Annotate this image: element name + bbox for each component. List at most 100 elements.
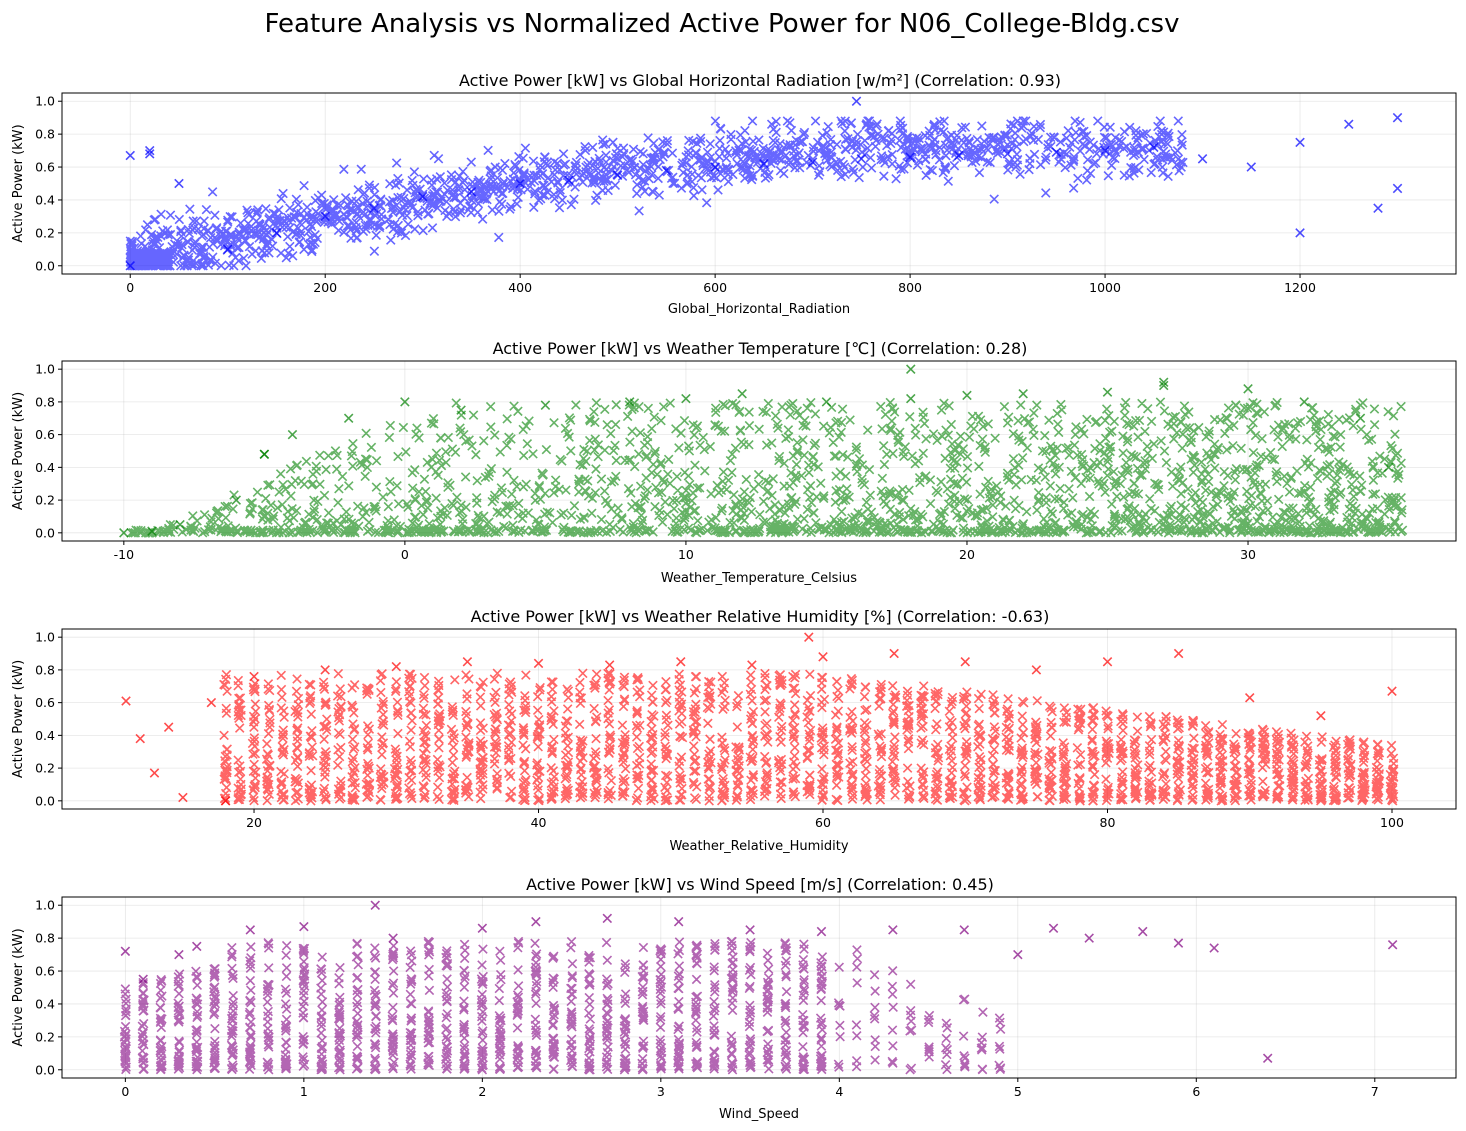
y-tick-label: 0.2 (35, 493, 55, 508)
y-tick-label: 0.4 (35, 728, 55, 743)
x-axis-label: Global_Horizontal_Radiation (668, 302, 850, 317)
scatter-point (1295, 228, 1305, 238)
x-tick-label: 1000 (1089, 280, 1121, 295)
subplot-3: 20 40 60 80 100 0.0 0.2 0.4 0.6 0.8 1.0 Active Powe… (11, 607, 1457, 854)
y-tick-label: 0.0 (35, 525, 55, 540)
x-tick-label: 1200 (1284, 280, 1316, 295)
scatter-point (1102, 387, 1113, 397)
scatter-point (681, 393, 691, 404)
scatter-point (462, 656, 473, 667)
scatter-point (138, 974, 148, 985)
scatter-point (370, 900, 381, 910)
grid (62, 93, 1456, 274)
scatter-point (144, 149, 155, 159)
axes-frame (61, 628, 1457, 810)
y-tick-label: 0.6 (35, 695, 55, 710)
subplot-title: Active Power [kW] vs Weather Temperature… (493, 339, 1028, 358)
y-tick-label: 0.2 (35, 761, 55, 776)
y-axis-label: Active Power (kW) (11, 660, 26, 778)
scatter-point (174, 949, 184, 960)
x-tick-label: 0 (401, 547, 409, 562)
subplots: 0 200 400 600 800 1000 12000.00.20.40.60.81.0A… (11, 71, 1457, 1122)
grid (62, 897, 1456, 1078)
scatter-point (661, 165, 672, 176)
y-tick-label: 0.2 (35, 1029, 55, 1044)
y-axis-label: Active Power (kW) (11, 124, 26, 242)
scatter-point (119, 528, 129, 538)
x-tick-label: 1 (300, 1084, 308, 1099)
y-tick-label: 0.0 (35, 793, 55, 808)
scatter-point (675, 656, 686, 667)
scatter-point (1173, 938, 1184, 948)
scatter-point (120, 946, 131, 957)
x-tick-label: 40 (531, 815, 547, 830)
y-tick-label: 0.6 (35, 160, 55, 175)
scatter-point (121, 696, 131, 706)
scatter-point (604, 660, 615, 670)
scatter-point (271, 228, 282, 238)
scatter-cloud (126, 397, 1408, 538)
scatter-point (144, 145, 155, 156)
scatter-point (320, 665, 330, 675)
scatter-point (1197, 154, 1208, 164)
scatter-point (624, 397, 635, 407)
scatter-point (1013, 949, 1023, 960)
scatter-point (1158, 377, 1169, 388)
scatter-markers (119, 364, 1408, 538)
x-tick-label: 30 (1240, 547, 1256, 562)
scatter-point (1392, 112, 1403, 123)
scatter-point (125, 150, 136, 161)
scatter-point (400, 397, 410, 407)
x-axis-label: Wind_Speed (719, 1107, 799, 1122)
x-tick-label: 200 (313, 280, 337, 295)
scatter-markers (119, 900, 1398, 1075)
scatter-cloud (125, 116, 1188, 271)
scatter-point (391, 661, 402, 672)
scatter-point (747, 660, 757, 670)
scatter-point (222, 244, 233, 255)
y-tick-label: 0.4 (35, 460, 55, 475)
scatter-point (456, 405, 466, 415)
scatter-point (369, 203, 379, 213)
axes-frame (61, 360, 1457, 542)
y-tick-label: 0.6 (35, 427, 55, 442)
scatter-point (245, 925, 256, 935)
scatter-point (612, 170, 623, 181)
x-axis-label: Weather_Temperature_Celsius (661, 571, 857, 586)
y-tick-label: 0.0 (35, 1062, 55, 1077)
x-tick-label: 800 (898, 280, 922, 295)
x-tick-label: 80 (1100, 815, 1116, 830)
scatter-point (564, 175, 574, 185)
scatter-point (533, 658, 544, 669)
y-tick-label: 0.0 (35, 258, 55, 273)
scatter-point (1243, 384, 1253, 394)
scatter-point (477, 923, 488, 934)
scatter-point (231, 495, 242, 505)
scatter-point (1048, 923, 1059, 934)
subplot-1: 0 200 400 600 800 1000 1200 0.0 0.2 0.4 0.6 0.8 1.0 A… (11, 71, 1457, 317)
scatter-point (320, 211, 330, 222)
scatter-point (818, 652, 828, 662)
scatter-point (1387, 686, 1397, 696)
scatter-point (1158, 380, 1169, 391)
scatter-point (259, 449, 270, 460)
scatter-point (959, 925, 970, 935)
subplot-2: -10 0 10 20 30 0.0 0.2 0.4 0.6 0.8 1.0 Active Power… (11, 339, 1457, 586)
scatter-point (417, 191, 428, 202)
y-tick-label: 1.0 (35, 630, 55, 645)
scatter-point (737, 388, 747, 399)
scatter-point (1387, 939, 1398, 950)
scatter-point (602, 913, 613, 924)
scatter-point (821, 397, 832, 407)
scatter-point (163, 722, 174, 732)
scatter-point (1100, 145, 1110, 156)
scatter-cloud (219, 668, 1399, 806)
scatter-point (906, 393, 916, 404)
scatter-point (1173, 648, 1184, 659)
scatter-point (1246, 162, 1257, 172)
x-tick-label: 5 (1014, 1084, 1022, 1099)
y-axis-label: Active Power (kW) (11, 392, 26, 510)
x-tick-label: 7 (1371, 1084, 1379, 1099)
